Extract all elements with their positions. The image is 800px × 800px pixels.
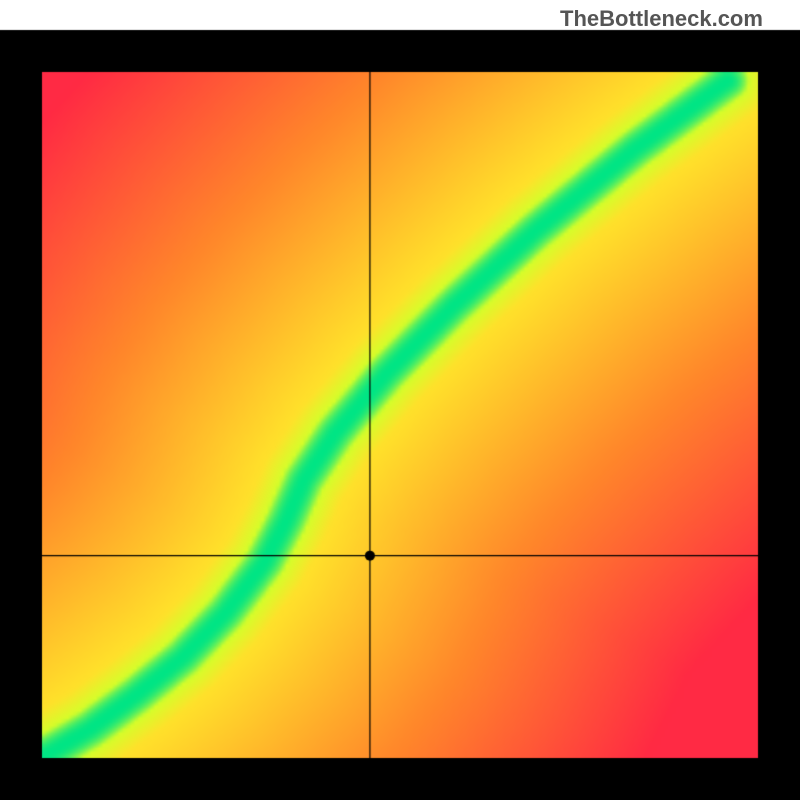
attribution-text: TheBottleneck.com (560, 6, 763, 32)
bottleneck-heatmap (0, 0, 800, 800)
